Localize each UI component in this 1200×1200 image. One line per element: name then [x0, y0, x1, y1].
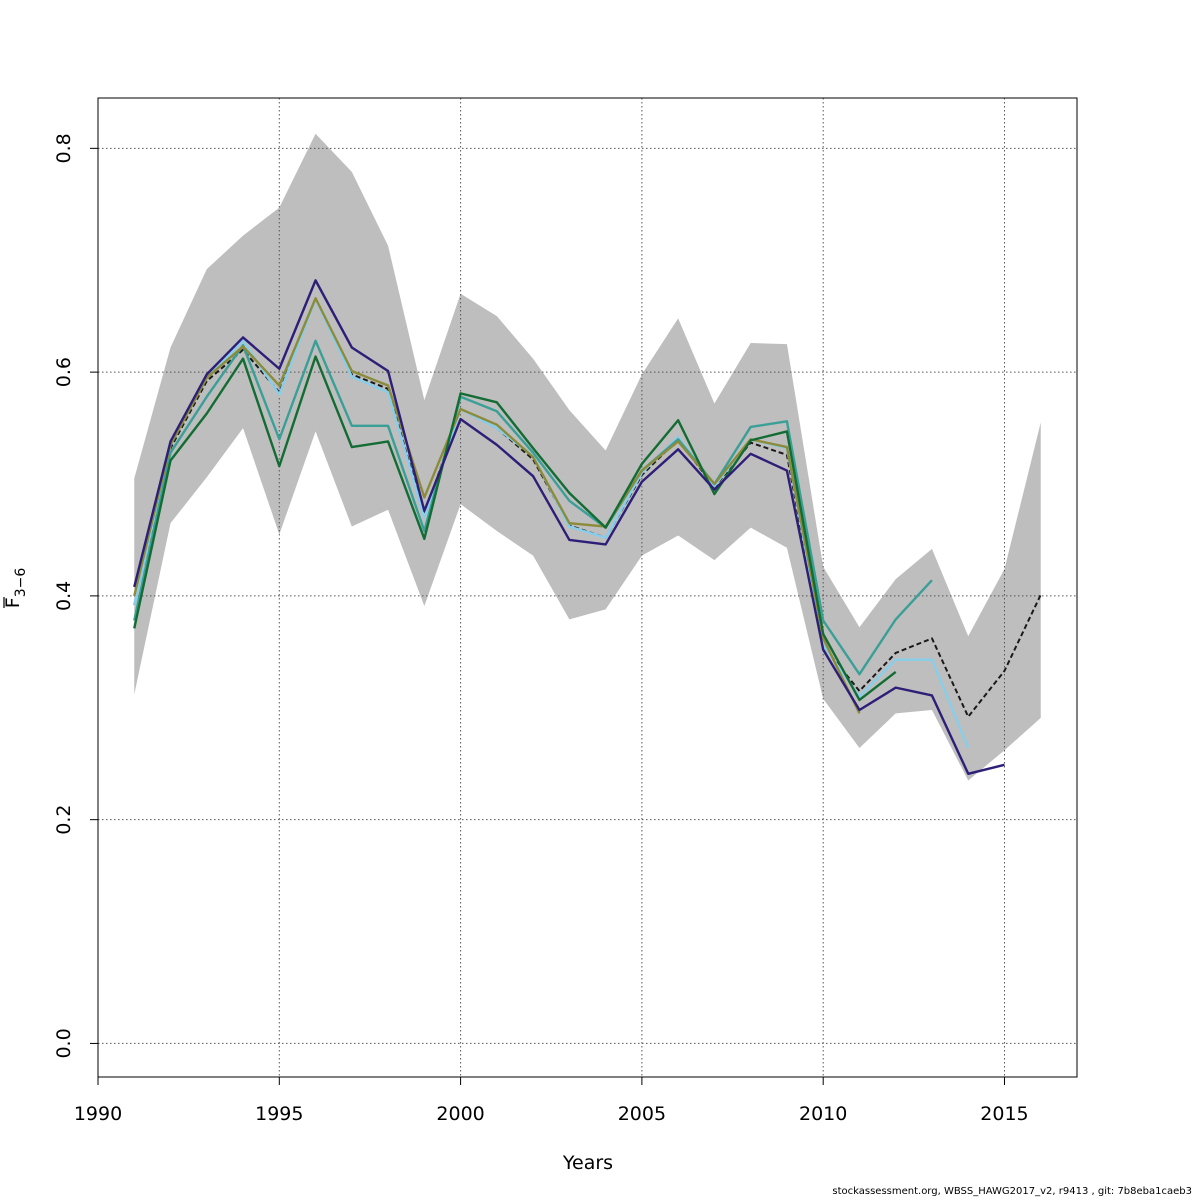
x-tick-label: 2005 — [618, 1103, 666, 1125]
y-tick-label: 0.6 — [53, 357, 75, 387]
confidence-band-area — [134, 133, 1041, 781]
x-tick-label: 1990 — [74, 1103, 122, 1125]
x-axis: 1990 1995 2000 2005 2010 2015 — [74, 1076, 1029, 1125]
x-tick-label: 2000 — [436, 1103, 484, 1125]
gridlines — [98, 98, 1077, 1077]
y-axis-title-subscript: 3−6 — [13, 568, 29, 598]
y-tick-label: 0.4 — [53, 581, 75, 611]
y-axis-title: F3−6 — [2, 568, 29, 609]
footer-caption: stockassessment.org, WBSS_HAWG2017_v2, r… — [832, 1186, 1192, 1197]
y-tick-label: 0.2 — [53, 805, 75, 835]
series-line-6 — [133, 279, 1005, 775]
x-axis-title: Years — [562, 1152, 613, 1174]
series-line-5 — [133, 355, 897, 702]
confidence-band — [134, 133, 1041, 781]
y-tick-label: 0.8 — [53, 133, 75, 163]
x-tick-label: 1995 — [255, 1103, 303, 1125]
x-tick-label: 2010 — [799, 1103, 847, 1125]
y-tick-label: 0.0 — [53, 1028, 75, 1058]
series-line-3 — [133, 339, 933, 676]
series-line-1 — [133, 298, 1042, 718]
y-axis: 0.0 0.2 0.4 0.6 0.8 — [53, 133, 99, 1059]
y-axis-title-main: F — [2, 597, 24, 608]
series-line-4 — [133, 297, 861, 714]
series-lines — [133, 279, 1042, 775]
x-tick-label: 2015 — [980, 1103, 1028, 1125]
